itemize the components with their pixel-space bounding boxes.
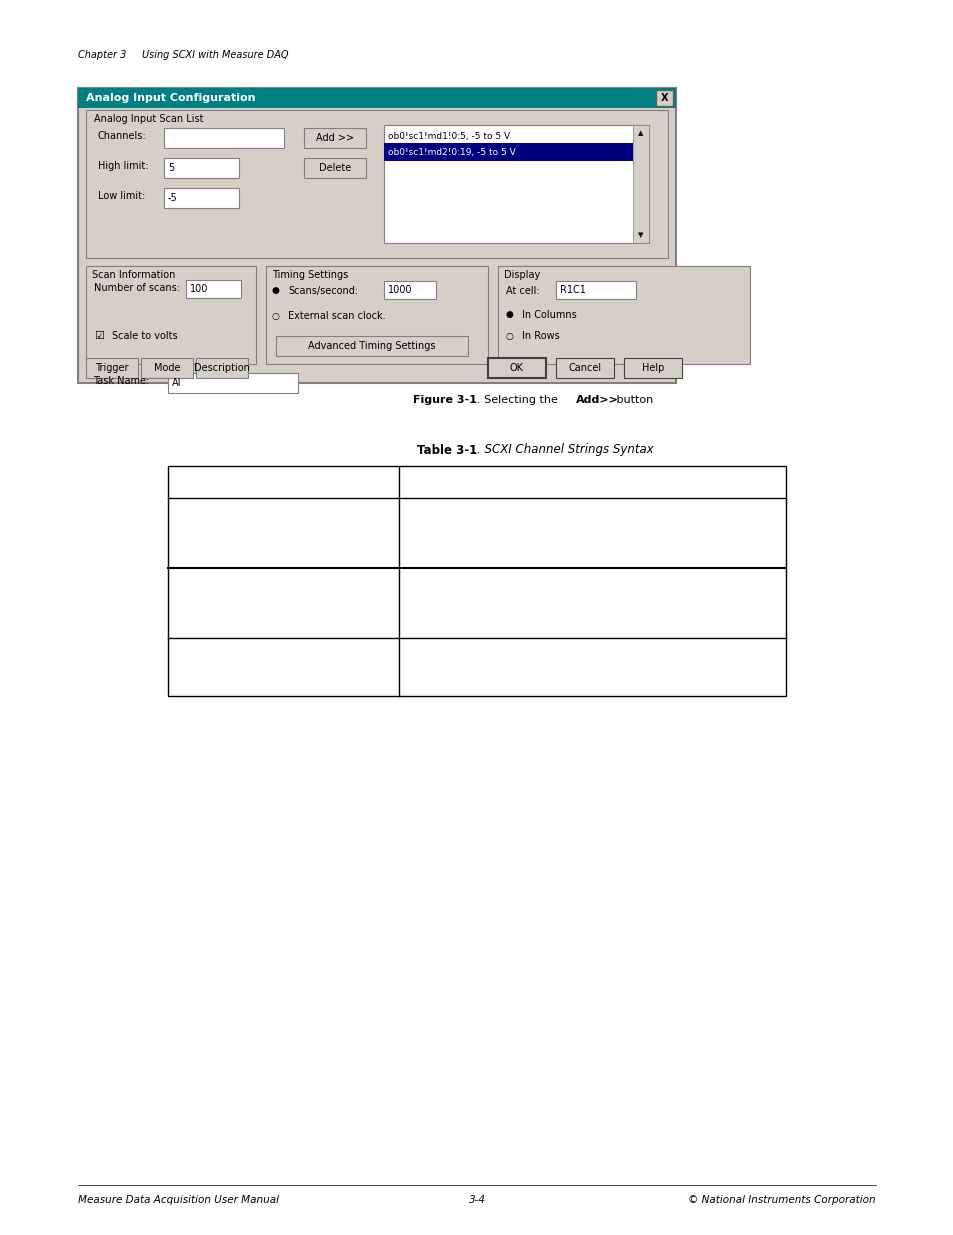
Text: In Rows: In Rows	[521, 331, 559, 341]
Text: ob0!sc1!md2!0:19, -5 to 5 V: ob0!sc1!md2!0:19, -5 to 5 V	[388, 147, 516, 157]
Bar	[164, 128, 284, 148]
Bar	[556, 358, 614, 378]
Bar	[78, 88, 676, 107]
Text: button: button	[613, 395, 653, 405]
Text: Add>>: Add>>	[576, 395, 618, 405]
Bar	[304, 128, 366, 148]
Text: Advanced Timing Settings: Advanced Timing Settings	[308, 341, 436, 351]
Text: Cancel: Cancel	[568, 363, 601, 373]
Bar	[497, 266, 749, 364]
Bar	[86, 266, 255, 364]
Text: Table 3-1: Table 3-1	[416, 443, 476, 457]
Text: Task Name:: Task Name:	[92, 375, 149, 387]
Text: Channels:: Channels:	[98, 131, 147, 141]
Bar	[164, 188, 239, 207]
Text: Chapter 3     Using SCXI with Measure DAQ: Chapter 3 Using SCXI with Measure DAQ	[78, 49, 288, 61]
Text: -5: -5	[168, 193, 177, 203]
Text: ●: ●	[505, 310, 514, 320]
Text: OK: OK	[510, 363, 523, 373]
Text: 5: 5	[168, 163, 174, 173]
Bar	[623, 358, 681, 378]
Bar	[633, 125, 648, 243]
Text: 1000: 1000	[388, 285, 412, 295]
Bar	[384, 143, 633, 161]
Bar	[304, 158, 366, 178]
Text: At cell:: At cell:	[505, 287, 539, 296]
Bar	[168, 466, 785, 697]
Bar	[656, 90, 672, 106]
Text: Figure 3-1: Figure 3-1	[413, 395, 476, 405]
Bar	[488, 358, 545, 378]
Text: Trigger: Trigger	[95, 363, 129, 373]
Text: Scans/second:: Scans/second:	[288, 287, 357, 296]
Text: Display: Display	[503, 270, 539, 280]
Text: Mode: Mode	[153, 363, 180, 373]
Text: X: X	[660, 93, 668, 103]
Text: Help: Help	[641, 363, 663, 373]
Bar	[384, 282, 436, 299]
Bar	[86, 358, 138, 378]
Text: ob0!sc1!md1!0:5, -5 to 5 V: ob0!sc1!md1!0:5, -5 to 5 V	[388, 131, 510, 141]
Bar	[266, 266, 488, 364]
Text: ●: ●	[272, 287, 279, 295]
Bar	[186, 280, 241, 298]
Bar	[195, 358, 248, 378]
Bar	[275, 336, 468, 356]
Text: Scale to volts: Scale to volts	[112, 331, 177, 341]
Text: External scan clock.: External scan clock.	[288, 311, 385, 321]
Text: ○: ○	[505, 331, 514, 341]
Text: © National Instruments Corporation: © National Instruments Corporation	[688, 1195, 875, 1205]
Text: 100: 100	[190, 284, 208, 294]
Text: Analog Input Configuration: Analog Input Configuration	[86, 93, 255, 103]
Text: Description: Description	[193, 363, 250, 373]
Text: Number of scans:: Number of scans:	[94, 283, 180, 293]
Text: Scan Information: Scan Information	[91, 270, 175, 280]
Bar	[86, 110, 667, 258]
Bar	[78, 88, 676, 383]
Bar	[556, 282, 636, 299]
Text: 3-4: 3-4	[468, 1195, 485, 1205]
Text: AI: AI	[172, 378, 181, 388]
Bar	[168, 373, 297, 393]
Text: In Columns: In Columns	[521, 310, 577, 320]
Bar	[164, 158, 239, 178]
Text: Low limit:: Low limit:	[98, 191, 145, 201]
Text: ○: ○	[272, 311, 279, 321]
Text: R1C1: R1C1	[559, 285, 585, 295]
Text: ☑: ☑	[94, 331, 104, 341]
Bar	[384, 125, 648, 243]
Text: Delete: Delete	[318, 163, 351, 173]
Text: . Selecting the: . Selecting the	[476, 395, 560, 405]
Text: Timing Settings: Timing Settings	[272, 270, 348, 280]
Text: ▼: ▼	[638, 232, 643, 238]
Text: Analog Input Scan List: Analog Input Scan List	[94, 114, 203, 124]
Bar	[141, 358, 193, 378]
Text: High limit:: High limit:	[98, 161, 149, 170]
Text: . SCXI Channel Strings Syntax: . SCXI Channel Strings Syntax	[476, 443, 653, 457]
Text: Add >>: Add >>	[315, 133, 354, 143]
Text: ▲: ▲	[638, 130, 643, 136]
Text: Measure Data Acquisition User Manual: Measure Data Acquisition User Manual	[78, 1195, 278, 1205]
